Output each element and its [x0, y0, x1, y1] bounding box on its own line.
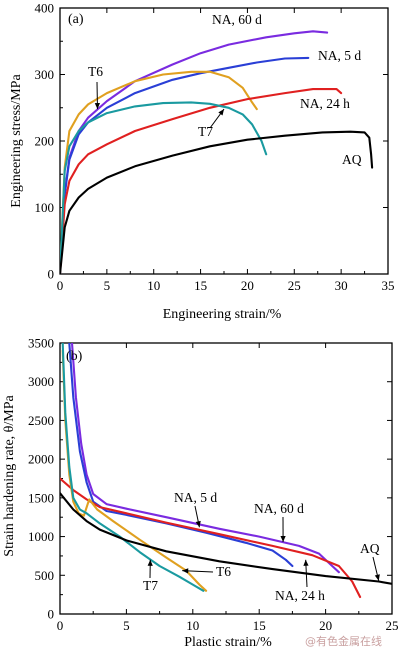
annotation-arrowhead-t7	[147, 559, 153, 566]
annotation-arrowhead-na-24-h	[303, 559, 309, 566]
annotation-na-24-h: NA, 24 h	[275, 588, 325, 603]
series-line-aq	[60, 492, 392, 585]
y-tick-label: 3500	[28, 336, 54, 351]
y-tick-label: 0	[48, 607, 55, 622]
y-tick-label: 2000	[28, 452, 54, 467]
series-line-na-5-d	[68, 343, 294, 568]
annotation-aq: AQ	[360, 541, 380, 556]
series-line-na-24-h	[60, 477, 362, 599]
annotation-t6: T6	[216, 564, 231, 579]
x-tick-label: 20	[241, 278, 254, 293]
annotation-arrowhead-t7	[218, 109, 224, 116]
panel-label: (a)	[68, 12, 84, 27]
y-tick-label: 300	[35, 67, 55, 82]
annotation-t7: T7	[198, 124, 213, 139]
y-tick-label: 1000	[28, 529, 54, 544]
y-axis-title: Strain hardening rate, θ/MPa	[2, 394, 17, 556]
x-tick-label: 5	[123, 618, 130, 633]
x-tick-label: 0	[57, 278, 64, 293]
x-tick-label: 15	[253, 618, 266, 633]
chart-panel-b: 0 5 10 15 20 25 0 500 1000 1500 2000 2500 3000 3500 NA…	[2, 336, 399, 650]
y-tick-label: 0	[48, 267, 55, 282]
series-line-t7	[61, 343, 205, 592]
annotation-arrowhead-aq	[374, 574, 380, 581]
y-axis-title: Engineering stress/MPa	[9, 74, 24, 208]
annotation-na-5-d: NA, 5 d	[318, 48, 361, 63]
series-line-na-5-d	[60, 56, 310, 274]
x-tick-label: 30	[335, 278, 348, 293]
annotation-arrowhead-t6	[94, 103, 100, 110]
x-tick-label: 35	[382, 278, 395, 293]
annotation-na-24-h: NA, 24 h	[300, 96, 350, 111]
y-tick-label: 1500	[28, 490, 54, 505]
series-line-na-60-d	[70, 343, 340, 574]
annotation-t6: T6	[88, 64, 103, 79]
y-tick-label: 100	[35, 200, 55, 215]
watermark: @有色金属在线	[305, 634, 382, 648]
y-tick-label: 400	[35, 1, 55, 16]
x-axis-title: Plastic strain/%	[184, 635, 272, 650]
x-tick-label: 15	[194, 278, 207, 293]
annotation-aq: AQ	[342, 152, 362, 167]
y-tick-label: 500	[35, 568, 55, 583]
series-line-t7	[60, 101, 268, 274]
annotation-arrowhead-t6	[182, 568, 189, 574]
annotation-na-5-d: NA, 5 d	[174, 490, 217, 505]
series-line-na-24-h	[60, 88, 343, 274]
x-tick-label: 25	[288, 278, 301, 293]
y-tick-label: 200	[35, 134, 55, 149]
annotation-na-60-d: NA, 60 d	[212, 12, 262, 27]
x-tick-label: 20	[319, 618, 332, 633]
y-tick-label: 3000	[28, 374, 54, 389]
series-line-aq	[60, 130, 374, 274]
x-axis-title: Engineering strain/%	[163, 307, 282, 322]
x-tick-label: 25	[386, 618, 399, 633]
annotation-t7: T7	[143, 578, 158, 593]
y-tick-label: 2500	[28, 413, 54, 428]
panel-label: (b)	[66, 349, 83, 364]
annotation-arrowhead-na-5-d	[195, 520, 201, 528]
series-line-t6	[60, 70, 258, 274]
x-tick-label: 0	[57, 618, 64, 633]
annotation-na-60-d: NA, 60 d	[254, 501, 304, 516]
x-tick-label: 5	[104, 278, 111, 293]
x-tick-label: 10	[147, 278, 160, 293]
annotation-arrowhead-na-60-d	[280, 535, 286, 542]
chart-panel-a: 0 5 10 15 20 25 30 35 0 100 200 300 400 NA, 60 d NA, 5…	[9, 1, 395, 323]
x-tick-label: 10	[186, 618, 199, 633]
